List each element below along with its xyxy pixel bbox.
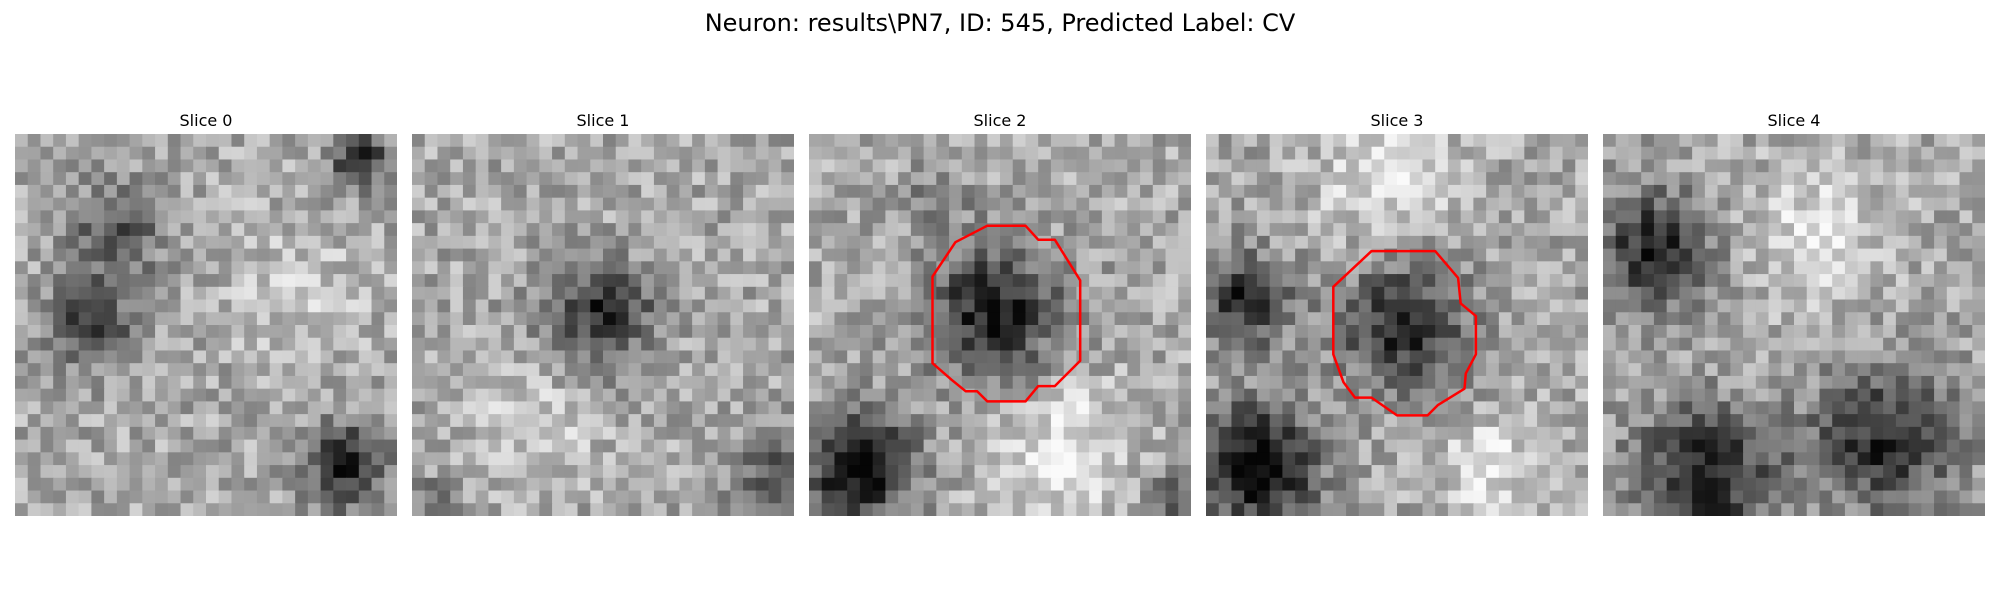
slice-micrograph-4 bbox=[1603, 134, 1985, 516]
pixel-grid-3 bbox=[1206, 134, 1588, 516]
slice-panel-3: Slice 3 bbox=[1206, 108, 1588, 516]
slice-title-0: Slice 0 bbox=[179, 111, 233, 130]
slice-micrograph-1 bbox=[412, 134, 794, 516]
cell-contour-3 bbox=[1332, 249, 1478, 417]
slice-image-0 bbox=[15, 134, 397, 516]
slice-image-1 bbox=[412, 134, 794, 516]
slice-image-4 bbox=[1603, 134, 1985, 516]
slice-title-1: Slice 1 bbox=[576, 111, 630, 130]
slice-micrograph-3 bbox=[1206, 134, 1588, 516]
slice-micrograph-2 bbox=[809, 134, 1191, 516]
slice-micrograph-0 bbox=[15, 134, 397, 516]
pixel-grid-2 bbox=[809, 134, 1191, 516]
slice-title-3: Slice 3 bbox=[1370, 111, 1424, 130]
slice-panel-4: Slice 4 bbox=[1603, 108, 1985, 516]
slice-image-2 bbox=[809, 134, 1191, 516]
pixel-grid-0 bbox=[15, 134, 397, 516]
slice-title-2: Slice 2 bbox=[973, 111, 1027, 130]
pixel-grid-4 bbox=[1603, 134, 1985, 516]
slice-image-3 bbox=[1206, 134, 1588, 516]
cell-contour-2 bbox=[931, 224, 1082, 403]
figure-title: Neuron: results\PN7, ID: 545, Predicted … bbox=[704, 9, 1296, 37]
slice-panel-1: Slice 1 bbox=[412, 108, 794, 516]
slice-title-4: Slice 4 bbox=[1767, 111, 1821, 130]
slice-panel-0: Slice 0 bbox=[15, 108, 397, 516]
pixel-grid-1 bbox=[412, 134, 794, 516]
slice-panel-2: Slice 2 bbox=[809, 108, 1191, 516]
